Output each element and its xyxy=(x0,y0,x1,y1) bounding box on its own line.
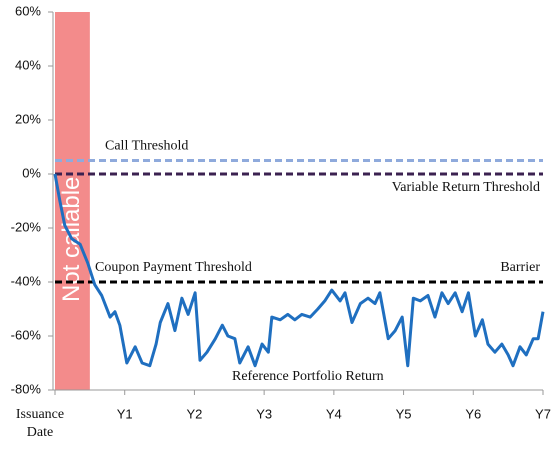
y-tick-label: -40% xyxy=(11,273,42,288)
x-tick-label: Y3 xyxy=(256,406,272,421)
x-tick-label: Y2 xyxy=(186,406,202,421)
x-tick-label: Y1 xyxy=(117,406,133,421)
threshold-label: Variable Return Threshold xyxy=(392,180,540,195)
y-tick-label: -80% xyxy=(11,381,42,396)
y-tick-label: 20% xyxy=(15,111,41,126)
x-tick-label: Y6 xyxy=(465,406,481,421)
threshold-label: Coupon Payment Threshold xyxy=(95,260,252,275)
series-label: Reference Portfolio Return xyxy=(232,369,384,384)
x-tick-label: Issuance Date xyxy=(16,407,64,440)
x-tick-label-line: Issuance xyxy=(16,407,64,422)
x-tick-label: Y7 xyxy=(535,406,551,421)
y-tick-label: -20% xyxy=(11,219,42,234)
x-tick-label-line: Date xyxy=(27,425,53,440)
x-tick-label: Y4 xyxy=(326,406,342,421)
threshold-label: Barrier xyxy=(500,260,540,275)
y-tick-label: 40% xyxy=(15,57,41,72)
y-tick-label: 0% xyxy=(22,165,41,180)
y-tick-label: -60% xyxy=(11,327,42,342)
x-tick-label: Y5 xyxy=(396,406,412,421)
threshold-label: Call Threshold xyxy=(105,139,188,154)
y-tick-label: 60% xyxy=(15,3,41,18)
series-line xyxy=(53,173,545,368)
